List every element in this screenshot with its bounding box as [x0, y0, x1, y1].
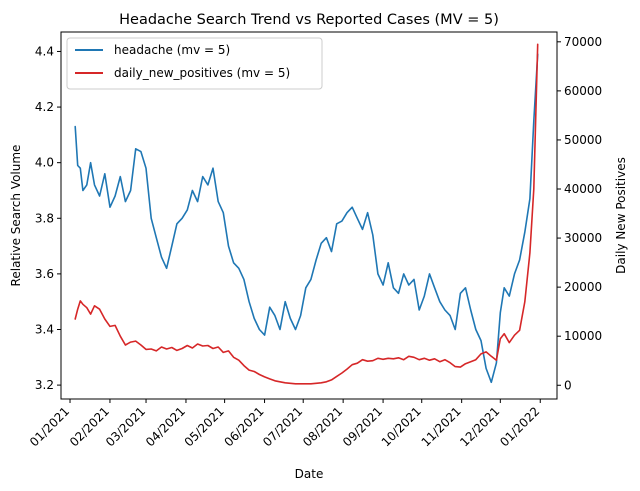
right-y-tick-label: 30000 — [564, 231, 602, 245]
right-y-tick-label: 10000 — [564, 329, 602, 343]
legend-label-headache: headache (mv = 5) — [114, 43, 230, 57]
left-y-tick-label: 3.8 — [35, 211, 54, 225]
plot-frame — [60, 31, 558, 400]
right-y-tick-label: 50000 — [564, 133, 602, 147]
x-tick-label: 03/2021 — [103, 404, 148, 449]
left-y-tick-label: 4.4 — [35, 44, 54, 58]
x-axis-title: Date — [295, 467, 324, 481]
x-tick-label: 01/2022 — [497, 404, 542, 449]
legend-label-daily-new-positives: daily_new_positives (mv = 5) — [114, 66, 290, 80]
legend: headache (mv = 5) daily_new_positives (m… — [66, 37, 323, 90]
x-axis-ticks: 01/202102/202103/202104/202105/202106/20… — [27, 399, 542, 449]
left-y-axis-ticks: 3.2 3.4 3.6 3.8 4.0 4.2 4.4 — [35, 44, 61, 392]
series-line-daily-new-positives — [74, 43, 539, 385]
x-tick-label: 01/2021 — [27, 404, 72, 449]
legend-box — [66, 37, 323, 90]
chart-title: Headache Search Trend vs Reported Cases … — [119, 12, 499, 28]
right-y-tick-label: 0 — [564, 378, 572, 392]
left-y-tick-label: 4.0 — [35, 156, 54, 170]
x-tick-label: 04/2021 — [143, 404, 188, 449]
right-y-tick-label: 70000 — [564, 35, 602, 49]
x-tick-label: 06/2021 — [222, 404, 267, 449]
plot-lines — [74, 43, 539, 385]
x-tick-label: 07/2021 — [260, 404, 305, 449]
x-tick-label: 10/2021 — [379, 404, 424, 449]
right-y-tick-label: 40000 — [564, 182, 602, 196]
x-tick-label: 08/2021 — [300, 404, 345, 449]
x-tick-label: 12/2021 — [457, 404, 502, 449]
left-y-tick-label: 4.2 — [35, 100, 54, 114]
right-y-axis-ticks: 0 10000 20000 30000 40000 50000 60000 70000 — [557, 35, 602, 392]
x-tick-label: 09/2021 — [340, 404, 385, 449]
left-y-tick-label: 3.6 — [35, 267, 54, 281]
right-y-tick-label: 60000 — [564, 84, 602, 98]
left-y-tick-label: 3.2 — [35, 378, 54, 392]
series-line-headache — [74, 53, 539, 384]
left-y-tick-label: 3.4 — [35, 322, 54, 336]
right-y-axis-title: Daily New Positives — [614, 157, 628, 274]
right-y-tick-label: 20000 — [564, 280, 602, 294]
x-tick-label: 05/2021 — [182, 404, 227, 449]
x-tick-label: 11/2021 — [419, 404, 464, 449]
left-y-axis-title: Relative Search Volume — [9, 145, 23, 287]
